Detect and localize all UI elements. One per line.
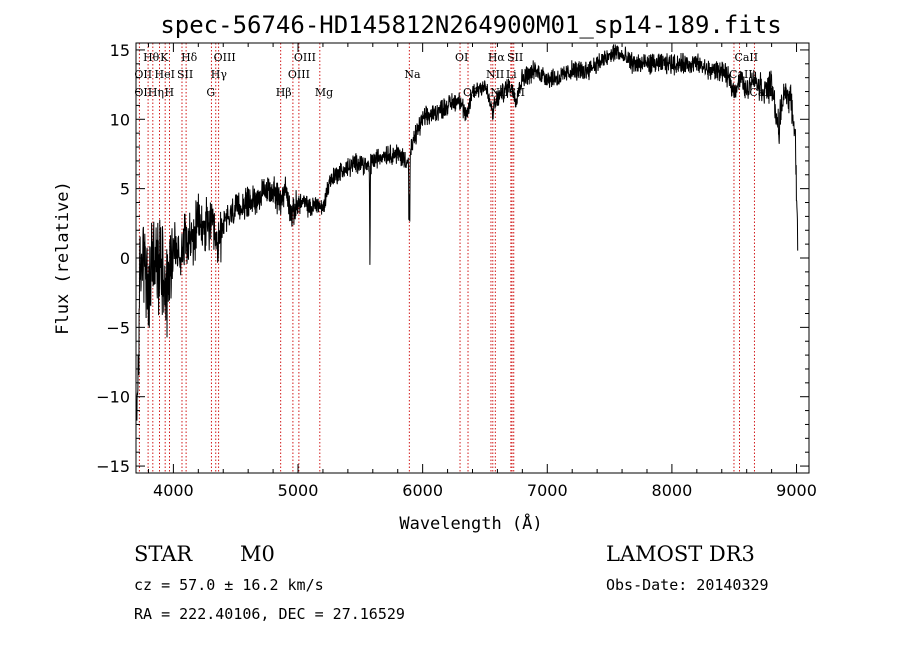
spectral-line-label: HeI xyxy=(155,68,175,81)
x-tick-label: 6000 xyxy=(402,481,443,500)
spectral-line-label: G xyxy=(206,86,215,99)
chart-title: spec-56746-HD145812N264900M01_sp14-189.f… xyxy=(160,11,781,39)
object-class: STAR xyxy=(134,542,193,566)
x-tick-label: 9000 xyxy=(776,481,817,500)
spectral-line-label: Mg xyxy=(315,86,333,99)
spectral-line-label: OIII xyxy=(288,68,310,81)
spectral-line-label: OII xyxy=(134,86,152,99)
observation-date: Obs-Date: 20140329 xyxy=(606,576,769,594)
spectral-line-label: Li xyxy=(506,68,517,81)
spectral-line-label: H xyxy=(165,86,175,99)
spectral-line-label: OIII xyxy=(214,51,236,64)
redshift-cz: cz = 57.0 ± 16.2 km/s xyxy=(134,576,324,594)
spectral-line-label: OIII xyxy=(294,51,316,64)
y-tick-label: 10 xyxy=(110,110,130,129)
spectral-line-label: SII xyxy=(507,51,523,64)
spectral-line-label: NII xyxy=(486,68,504,81)
axis-tick-labels: 4000 5000 6000 7000 8000 9000 −15 −10 −5 0 5 10 15 xyxy=(96,41,817,500)
spectral-line-label: OII xyxy=(134,68,152,81)
spectral-line-label: Hδ xyxy=(181,51,198,64)
plot-frame xyxy=(135,42,810,474)
spectral-line-label: OI xyxy=(455,51,468,64)
spectral-line-markers xyxy=(138,43,755,473)
spectral-line-label: SII xyxy=(177,68,193,81)
x-tick-label: 8000 xyxy=(652,481,693,500)
object-subclass: M0 xyxy=(240,542,275,566)
x-tick-label: 5000 xyxy=(278,481,319,500)
x-tick-label: 4000 xyxy=(153,481,194,500)
spectral-line-label: K xyxy=(160,51,169,64)
spectral-line-label: Hγ xyxy=(211,68,228,81)
spectral-line-label: Na xyxy=(404,68,421,81)
y-tick-label: −15 xyxy=(96,457,130,476)
flux-series-line xyxy=(136,44,799,421)
y-tick-label: 15 xyxy=(110,41,130,60)
spectral-line-label: CaII xyxy=(734,51,758,64)
spectral-line-label: Hη xyxy=(148,86,164,99)
spectral-line-label: Hα xyxy=(488,51,506,64)
x-axis-label: Wavelength (Å) xyxy=(399,512,542,534)
spectral-line-label: Hθ xyxy=(143,51,160,64)
y-tick-label: −10 xyxy=(96,388,130,407)
axis-ticks xyxy=(136,43,809,473)
y-axis-label: Flux (relative) xyxy=(53,181,73,335)
spectral-line-label: Hβ xyxy=(276,86,292,99)
x-tick-label: 7000 xyxy=(527,481,568,500)
ra-dec-coordinates: RA = 222.40106, DEC = 27.16529 xyxy=(134,605,405,623)
y-tick-label: 5 xyxy=(120,180,130,199)
y-tick-label: 0 xyxy=(120,249,130,268)
survey-name: LAMOST DR3 xyxy=(606,542,755,566)
y-tick-label: −5 xyxy=(106,318,130,337)
